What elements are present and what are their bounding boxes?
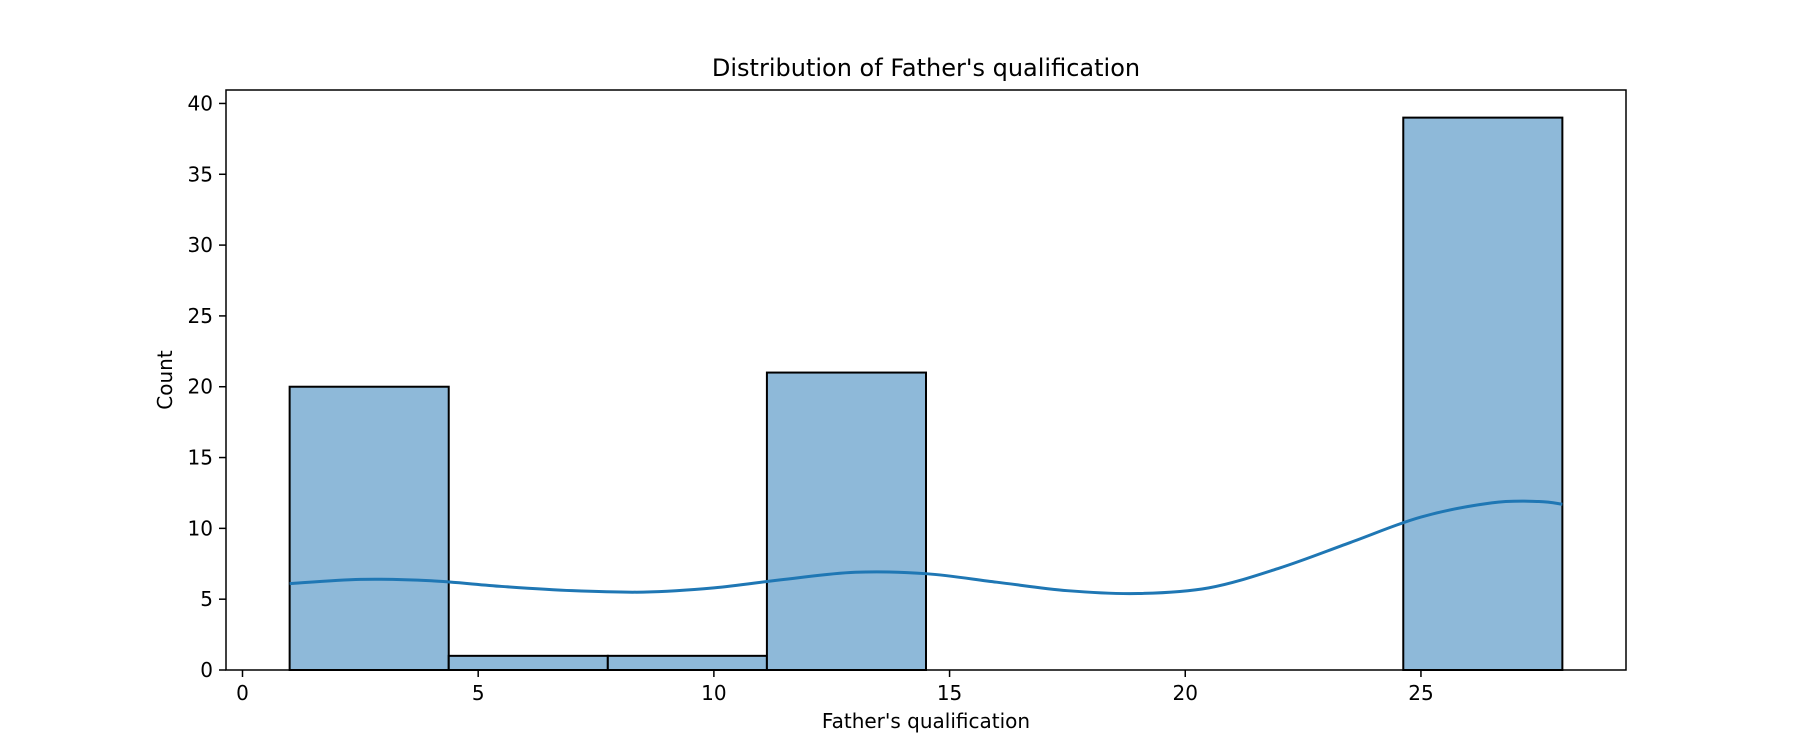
chart-title: Distribution of Father's qualification	[712, 54, 1140, 82]
y-tick-label: 15	[188, 446, 213, 470]
x-tick-label: 5	[472, 681, 485, 705]
plot-frame	[225, 89, 1627, 671]
x-tick-label: 15	[937, 681, 962, 705]
y-tick-label: 35	[188, 162, 213, 186]
y-tick-label: 10	[188, 516, 213, 540]
x-tick-label: 10	[701, 681, 726, 705]
y-axis-label: Count	[153, 350, 177, 410]
x-axis-ticks: 0 5 10 15 20 25	[236, 670, 1434, 705]
x-tick-label: 0	[236, 681, 249, 705]
y-tick-label: 25	[188, 304, 213, 328]
histogram-bar-3	[765, 371, 928, 671]
histogram-bar-1	[447, 654, 609, 671]
y-axis-ticks: 0 5 10 15 20 25 30 35 40	[188, 91, 226, 682]
x-tick-label: 25	[1408, 681, 1433, 705]
histogram-bars	[288, 116, 1564, 672]
x-axis-label: Father's qualification	[822, 709, 1030, 733]
y-tick-label: 5	[200, 587, 213, 611]
histogram-bar-0	[288, 385, 450, 671]
y-tick-label: 30	[188, 233, 213, 257]
x-tick-label: 20	[1173, 681, 1198, 705]
y-tick-label: 20	[188, 375, 213, 399]
kde-curve	[289, 499, 1563, 596]
y-tick-label: 0	[200, 658, 213, 682]
histogram-bar-7	[1402, 116, 1564, 672]
histogram-bar-2	[606, 654, 768, 671]
y-tick-label: 40	[188, 91, 213, 115]
